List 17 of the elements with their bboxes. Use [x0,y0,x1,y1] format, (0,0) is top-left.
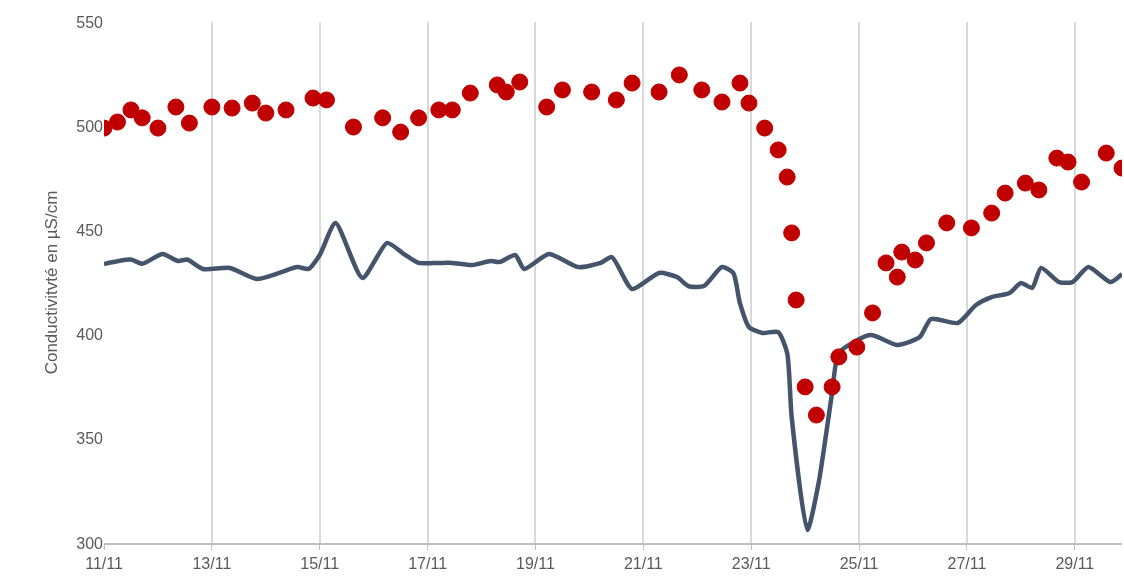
y-axis-title: Conductivitvté en µS/cm [41,190,61,375]
x-tick-label: 19/11 [516,555,555,573]
x-tick-label: 21/11 [623,555,663,573]
x-tick-label: 13/11 [192,555,232,573]
x-tick-label: 17/11 [408,555,448,573]
x-tick-label: 11/11 [85,555,123,573]
x-tick-label: 23/11 [731,555,771,573]
x-tick-label: 29/11 [1055,555,1095,573]
x-tick-label: 27/11 [947,555,987,573]
x-tick-label: 25/11 [839,555,879,573]
y-tick-label: 300 [76,534,104,552]
y-tick-label: 350 [76,430,104,448]
y-tick-label: 450 [76,222,104,239]
x-tick-label: 15/11 [300,555,340,573]
y-tick-label: 400 [76,326,104,344]
y-tick-label: 550 [76,13,104,31]
y-tick-label: 500 [76,117,104,135]
